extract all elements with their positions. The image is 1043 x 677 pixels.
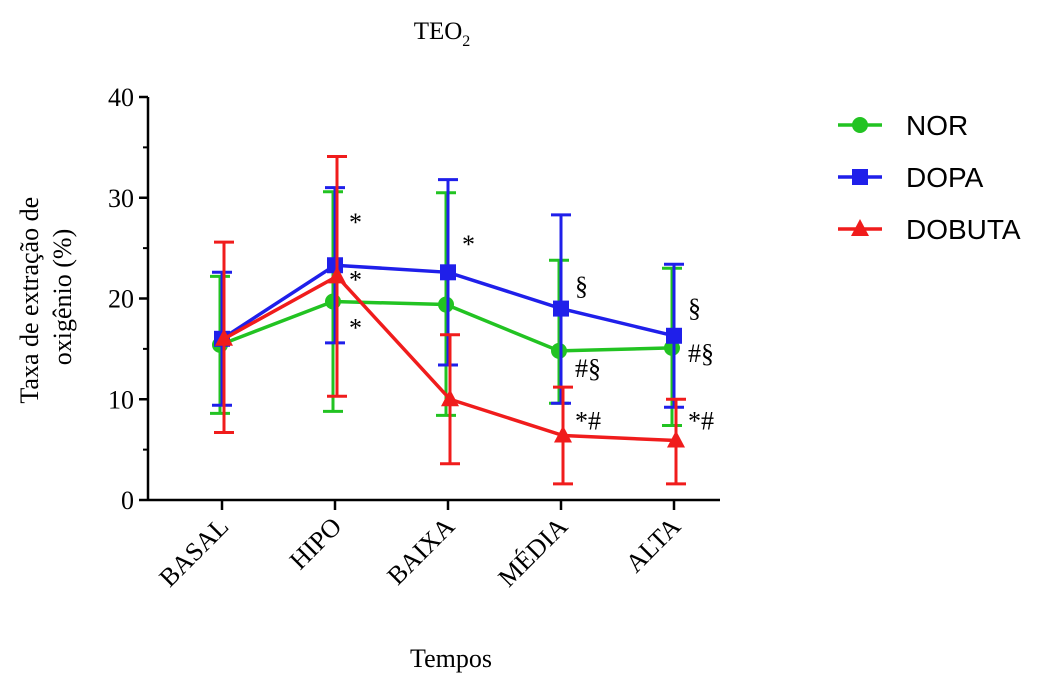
significance-marker: *#: [575, 406, 601, 435]
data-point-dopa-média: [553, 300, 569, 317]
significance-marker: §: [575, 271, 588, 300]
series-dobuta: [214, 154, 686, 486]
legend-marker-dopa: [852, 169, 868, 185]
legend-item-dopa: DOPA: [838, 162, 984, 193]
y-tick-label: 0: [121, 486, 134, 515]
data-point-dobuta-alta: [667, 430, 685, 448]
y-axis-label-line1: Taxa de extração de: [15, 197, 44, 404]
significance-marker: §: [688, 294, 701, 323]
significance-marker: *: [349, 208, 362, 237]
legend-item-dobuta: DOBUTA: [838, 214, 1021, 245]
x-tick-label-média: MÉDIA: [492, 512, 573, 593]
data-point-nor-alta: [664, 339, 680, 356]
legend-label-dopa: DOPA: [906, 162, 984, 193]
plot-area: * * * * § #§ *# § #§ *#: [210, 154, 714, 486]
significance-marker: *: [349, 265, 362, 294]
data-point-nor-hipo: [325, 293, 341, 310]
chart-title-main: TEO: [414, 18, 463, 45]
x-axis-label: Tempos: [410, 644, 492, 673]
data-point-nor-média: [551, 342, 567, 359]
significance-marker: #§: [575, 354, 601, 383]
x-tick-label-basal: BASAL: [153, 512, 234, 593]
legend: NOR DOPA DOBUTA: [838, 110, 1021, 245]
x-tick-label-alta: ALTA: [620, 512, 687, 579]
legend-marker-nor: [852, 117, 868, 133]
y-tick-label: 20: [108, 285, 134, 314]
y-axis-label: Taxa de extração de oxigênio (%): [15, 190, 77, 403]
legend-label-nor: NOR: [906, 110, 968, 141]
significance-marker: #§: [688, 339, 714, 368]
x-tick-label-hipo: HIPO: [284, 512, 347, 575]
legend-marker-dobuta: [851, 219, 869, 236]
legend-label-dobuta: DOBUTA: [906, 214, 1021, 245]
data-point-nor-baixa: [438, 296, 454, 313]
significance-marker: *: [462, 230, 475, 259]
significance-marker: *: [349, 314, 362, 343]
chart-title: TEO2: [414, 18, 471, 50]
y-tick-label: 30: [108, 184, 134, 213]
y-tick-label: 40: [108, 83, 134, 112]
legend-item-nor: NOR: [838, 110, 968, 141]
y-tick-label: 10: [108, 385, 134, 414]
axes: 0 10 20 30 40 BASAL HIPO BAIXA MÉDIA ALTA: [108, 83, 720, 593]
chart-title-subscript: 2: [462, 33, 470, 50]
data-point-dobuta-baixa: [441, 389, 459, 407]
data-point-dobuta-basal: [215, 328, 233, 346]
x-tick-label-baixa: BAIXA: [382, 512, 461, 591]
data-point-dopa-hipo: [327, 257, 343, 274]
y-axis-label-line2: oxigênio (%): [48, 229, 77, 365]
series-dopa: [212, 178, 684, 409]
data-point-dobuta-hipo: [328, 266, 346, 284]
significance-marker: *#: [688, 406, 714, 435]
data-point-dopa-baixa: [440, 264, 456, 281]
data-point-dopa-alta: [666, 327, 682, 344]
data-point-dobuta-média: [554, 425, 572, 443]
